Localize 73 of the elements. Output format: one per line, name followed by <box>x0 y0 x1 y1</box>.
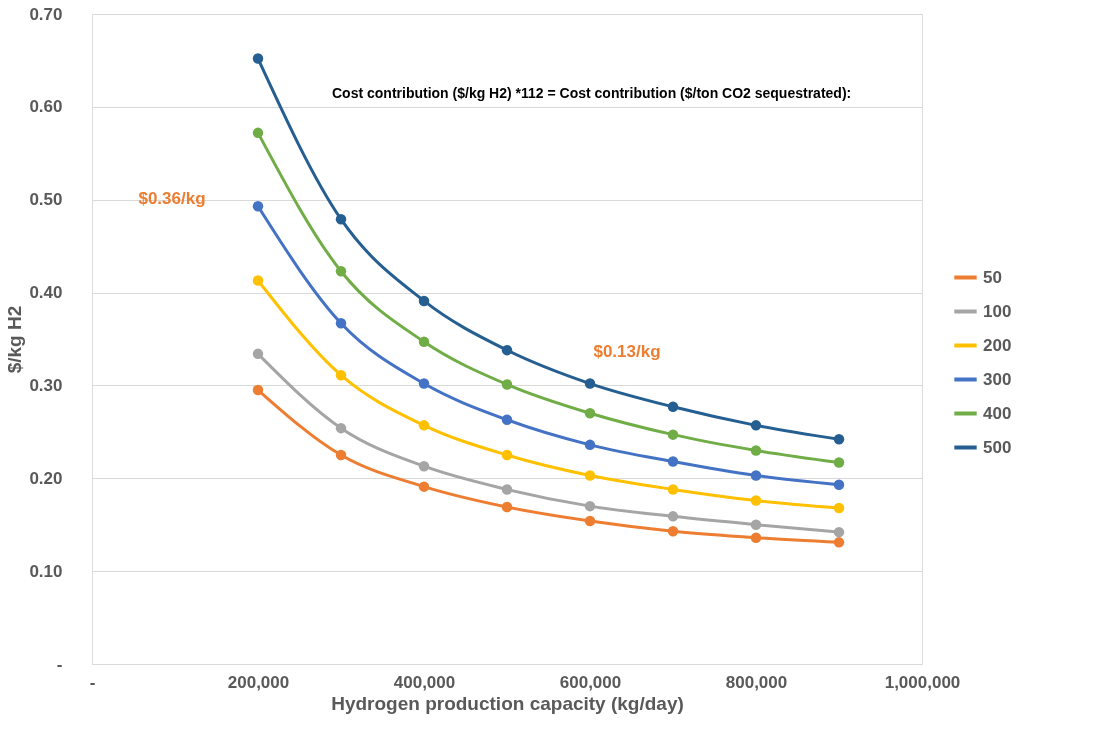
point <box>584 378 596 389</box>
point <box>252 53 264 64</box>
point <box>252 275 264 286</box>
point <box>750 445 762 456</box>
x-tick-label: 600,000 <box>559 672 622 692</box>
y-tick-label: 0.50 <box>29 190 63 210</box>
x-tick-label: 1,000,000 <box>884 672 961 692</box>
legend-label: 400 <box>983 403 1012 423</box>
legend-label: 200 <box>983 335 1012 355</box>
y-tick-label: 0.30 <box>29 375 63 395</box>
y-tick-label: 0.60 <box>29 97 63 117</box>
x-tick-label: 200,000 <box>227 672 290 692</box>
point <box>584 515 596 527</box>
y-tick-label: 0.70 <box>29 4 63 24</box>
point <box>750 470 762 481</box>
point <box>750 495 762 506</box>
y-axis-title: $/kg H2 <box>4 305 26 374</box>
point <box>418 336 430 348</box>
point <box>418 460 430 472</box>
y-tick-label: 0.10 <box>29 561 63 581</box>
point <box>418 378 430 389</box>
y-tick-label: 0.40 <box>29 283 63 303</box>
point <box>584 500 596 512</box>
point <box>833 537 845 548</box>
x-tick-label: - <box>89 672 96 692</box>
point <box>252 127 264 139</box>
point <box>584 439 596 451</box>
point <box>667 511 679 522</box>
point <box>667 484 679 495</box>
legend-label: 50 <box>983 267 1002 287</box>
legend-label: 300 <box>983 369 1012 389</box>
point <box>750 519 762 530</box>
point <box>418 420 430 431</box>
point <box>335 369 347 381</box>
point <box>750 420 762 431</box>
point <box>667 401 679 413</box>
point <box>335 213 347 225</box>
y-tick-label: 0.20 <box>29 468 63 488</box>
point <box>252 348 264 360</box>
point <box>418 481 430 492</box>
point <box>501 484 513 495</box>
x-axis-title: Hydrogen production capacity (kg/day) <box>331 692 684 714</box>
point <box>750 532 762 543</box>
x-tick-label: 400,000 <box>393 672 456 692</box>
annotation: $0.36/kg <box>138 189 206 208</box>
point <box>335 265 347 277</box>
point <box>501 379 513 390</box>
point <box>667 525 679 537</box>
point <box>252 384 264 396</box>
point <box>833 457 845 468</box>
point <box>833 479 845 491</box>
point <box>667 456 679 467</box>
point <box>833 434 845 445</box>
annotation: $0.13/kg <box>593 342 661 361</box>
point <box>584 470 596 481</box>
point <box>501 344 513 356</box>
point <box>418 295 430 307</box>
y-tick-label: - <box>56 654 63 674</box>
point <box>501 414 513 426</box>
legend-label: 500 <box>983 437 1012 457</box>
point <box>584 408 596 419</box>
point <box>501 501 513 513</box>
point <box>501 449 513 461</box>
point <box>833 526 845 538</box>
point <box>833 502 845 514</box>
point <box>335 317 347 329</box>
point <box>252 200 264 212</box>
point <box>335 422 347 434</box>
x-tick-label: 800,000 <box>725 672 788 692</box>
point <box>667 429 679 440</box>
point <box>335 449 347 461</box>
annotation: Cost contribution ($/kg H2) *112 = Cost contribution ($/ton CO2 sequestrated): <box>332 85 852 101</box>
legend-label: 100 <box>983 301 1012 321</box>
